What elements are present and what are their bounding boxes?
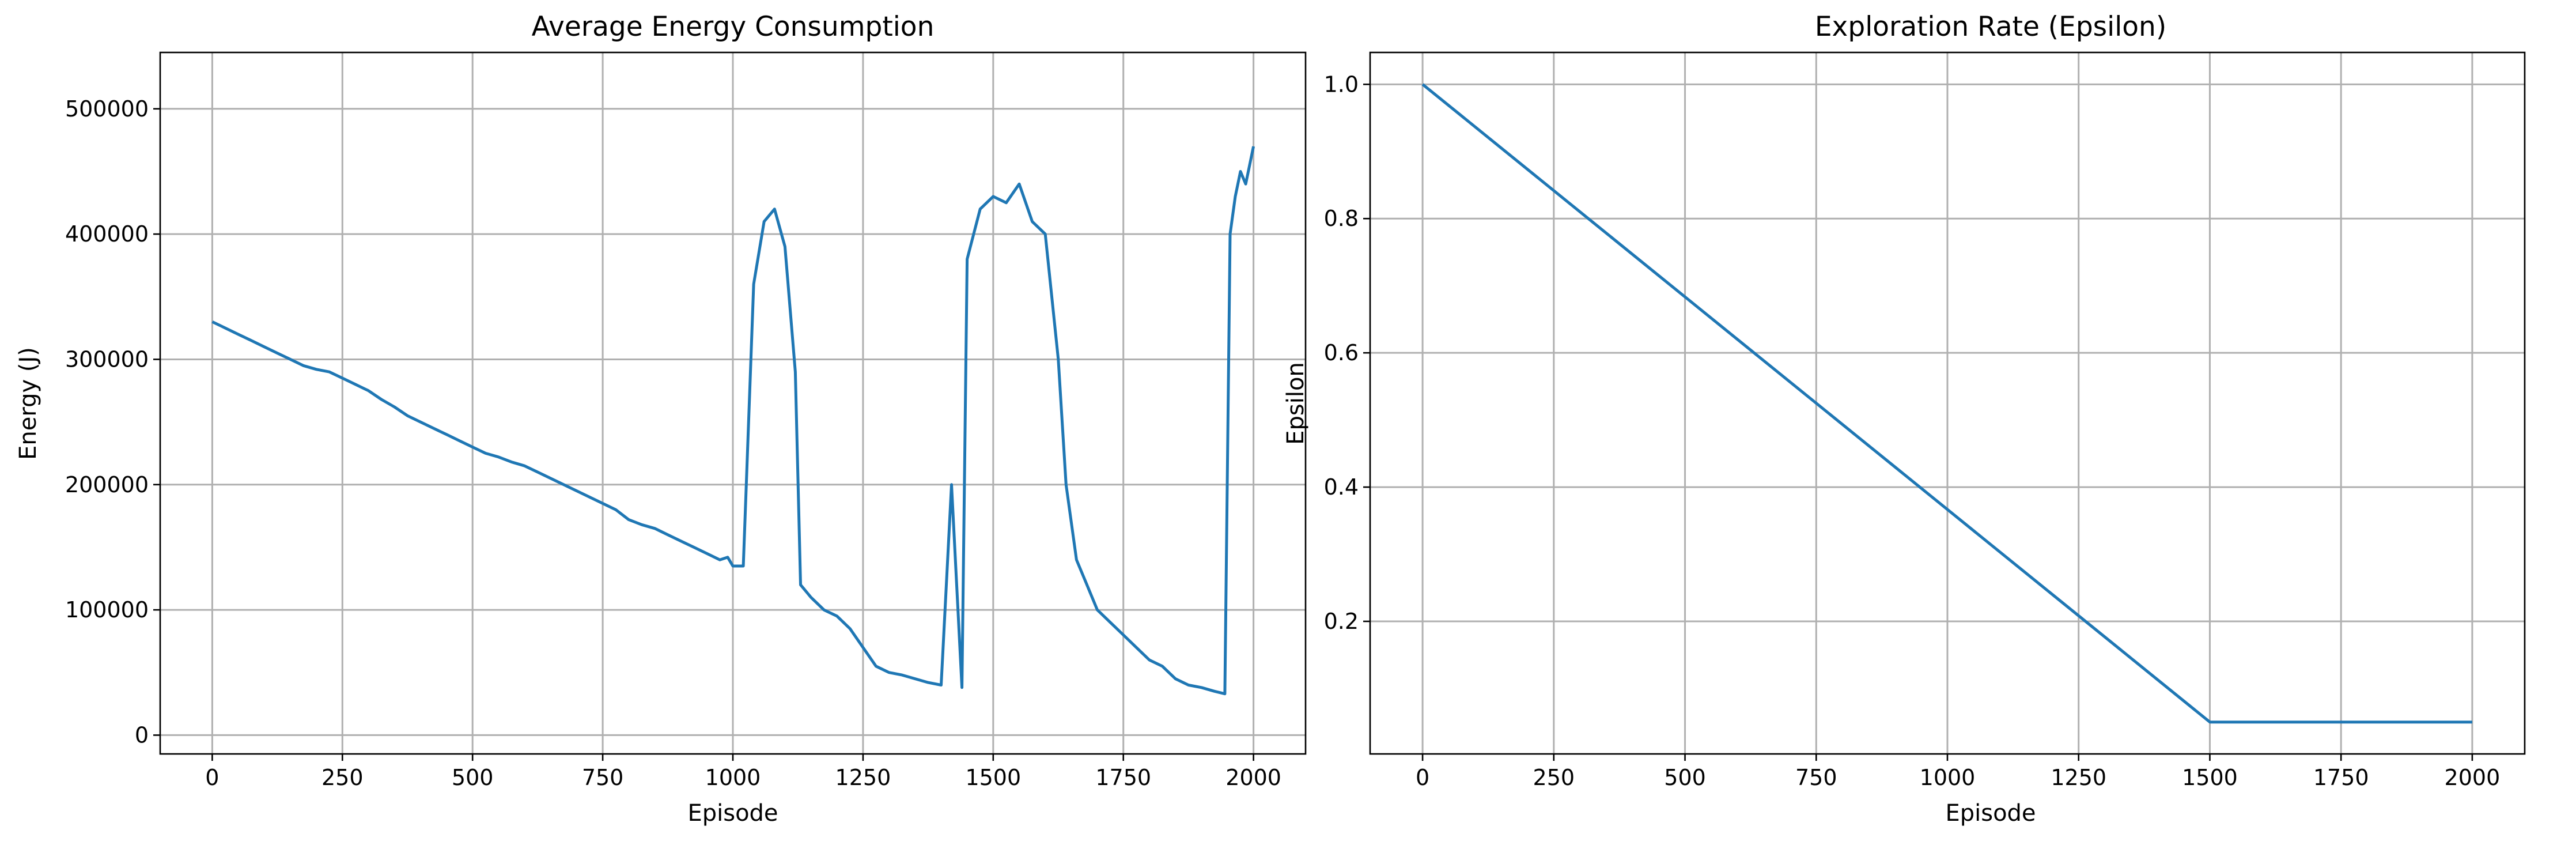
energy-y-tick-label: 0 — [135, 722, 149, 748]
epsilon-x-tick-label: 1750 — [2313, 765, 2369, 790]
energy-chart-title: Average Energy Consumption — [532, 11, 935, 43]
epsilon-x-tick-label: 1500 — [2182, 765, 2238, 790]
epsilon-y-tick-label: 1.0 — [1324, 71, 1359, 97]
energy-chart-panel: Average Energy Consumption 0 250 500 750 100… — [15, 11, 1307, 827]
energy-y-axis-label: Energy (J) — [15, 347, 41, 460]
epsilon-x-tick-label: 250 — [1533, 765, 1575, 790]
epsilon-y-tick-label: 0.8 — [1324, 206, 1359, 231]
energy-x-tick-label: 2000 — [1225, 765, 1281, 790]
epsilon-series — [1421, 83, 2472, 724]
energy-line-series — [211, 146, 1255, 696]
energy-chart-grid — [160, 52, 1306, 754]
energy-chart-ticks: 0 250 500 750 1000 1250 1500 1750 2000 0 100000 200… — [65, 96, 1281, 790]
energy-x-tick-label: 1750 — [1095, 765, 1151, 790]
energy-y-tick-label: 500000 — [65, 96, 149, 122]
energy-x-tick-label: 250 — [321, 765, 364, 790]
energy-x-tick-label: 0 — [205, 765, 219, 790]
energy-x-tick-label: 1250 — [835, 765, 891, 790]
energy-x-tick-label: 500 — [452, 765, 494, 790]
epsilon-x-axis-label: Episode — [1945, 800, 2036, 827]
energy-y-tick-label: 200000 — [65, 472, 149, 497]
epsilon-chart-title: Exploration Rate (Epsilon) — [1815, 11, 2166, 43]
epsilon-chart-grid — [1370, 52, 2525, 754]
epsilon-y-tick-label: 0.6 — [1324, 340, 1359, 365]
epsilon-x-tick-label: 1000 — [1920, 765, 1976, 790]
energy-y-tick-label: 300000 — [65, 346, 149, 372]
energy-x-axis-label: Episode — [687, 800, 778, 827]
epsilon-chart-ticks: 0 250 500 750 1000 1250 1500 1750 2000 0.2 0.4 0.6 0… — [1324, 71, 2501, 790]
epsilon-line-series — [1421, 83, 2472, 724]
energy-y-tick-label: 400000 — [65, 221, 149, 247]
epsilon-chart-panel: Exploration Rate (Epsilon) 0 250 500 750 100… — [1283, 11, 2526, 827]
energy-x-tick-label: 1000 — [705, 765, 761, 790]
energy-x-tick-label: 1500 — [965, 765, 1021, 790]
epsilon-x-tick-label: 2000 — [2445, 765, 2501, 790]
epsilon-y-tick-label: 0.2 — [1324, 609, 1359, 634]
energy-series — [211, 146, 1255, 696]
epsilon-y-axis-label: Epsilon — [1283, 362, 1309, 445]
epsilon-x-tick-label: 0 — [1416, 765, 1429, 790]
epsilon-y-tick-label: 0.4 — [1324, 474, 1359, 500]
energy-x-tick-label: 750 — [582, 765, 624, 790]
epsilon-x-tick-label: 500 — [1664, 765, 1706, 790]
epsilon-x-tick-label: 1250 — [2051, 765, 2106, 790]
epsilon-x-tick-label: 750 — [1795, 765, 1837, 790]
energy-y-tick-label: 100000 — [65, 597, 149, 623]
